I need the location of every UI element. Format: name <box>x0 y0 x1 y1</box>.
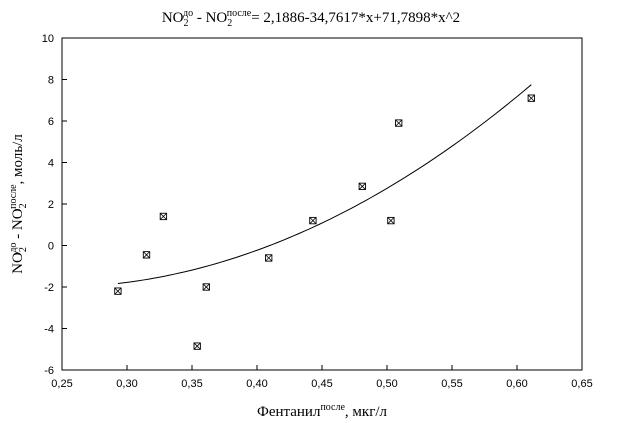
x-axis-label-text-part: Фентанил <box>257 404 321 420</box>
y-axis-label-text-part: после <box>8 184 19 209</box>
x-tick-label: 0,40 <box>246 378 267 390</box>
x-axis-label-text-part: , мкг/л <box>345 404 388 420</box>
data-point <box>387 216 395 225</box>
data-point <box>265 254 273 262</box>
y-tick-label: 8 <box>48 75 54 87</box>
y-axis-label-text-part: - NO <box>10 208 26 242</box>
data-point <box>202 283 210 291</box>
x-axis-label-text: Фентанилпосле, мкг/л <box>257 402 388 420</box>
x-tick-label: 0,45 <box>311 378 332 390</box>
chart-title-text-part: = 2,1886-34,7617*x+71,7898*x^2 <box>251 10 460 26</box>
x-axis: 0,25 0,30 0,35 0,40 0,45 0,50 0,55 0,60 0,65 <box>51 365 593 390</box>
y-tick-label: 4 <box>48 158 54 170</box>
data-point <box>142 251 151 259</box>
x-tick-label: 0,65 <box>571 378 592 390</box>
chart-title-text-part: 2 <box>183 18 188 29</box>
y-tick-label: 2 <box>48 199 54 211</box>
y-axis-label-text-part: 2 <box>18 247 29 252</box>
x-tick-label: 0,55 <box>441 378 462 390</box>
chart-title-text: NO2до - NO2после= 2,1886-34,7617*x+71,78… <box>162 8 460 29</box>
x-tick-label: 0,25 <box>51 378 72 390</box>
chart-title-text-part: 2 <box>227 18 232 29</box>
y-tick-label: 6 <box>48 116 54 128</box>
y-tick-label: 10 <box>42 33 54 45</box>
data-point <box>358 182 366 191</box>
y-axis-label-text-part: до <box>8 243 19 253</box>
x-tick-label: 0,60 <box>506 378 527 390</box>
chart-title-text-part: после <box>227 8 252 19</box>
data-point <box>159 212 168 221</box>
chart-title-text-part: NO <box>162 10 184 26</box>
chart-title-text-part: - NO <box>193 10 227 26</box>
regression-curve <box>117 84 532 285</box>
x-tick-label: 0,30 <box>116 378 137 390</box>
y-axis-label-text-part: , моль/л <box>10 134 26 185</box>
x-tick-label: 0,50 <box>376 378 397 390</box>
y-tick-label: -2 <box>44 282 54 294</box>
y-axis-label-text-part: NO <box>10 252 26 274</box>
y-axis-label-text-part: 2 <box>18 203 29 208</box>
data-point <box>395 119 403 127</box>
y-axis: -6 -4 -2 0 2 4 6 8 10 <box>42 33 67 377</box>
y-tick-label: 0 <box>48 241 54 253</box>
y-tick-label: -4 <box>44 324 54 336</box>
chart-title: NO2до - NO2после= 2,1886-34,7617*x+71,78… <box>162 8 460 29</box>
data-point <box>309 216 317 225</box>
x-axis-label: Фентанилпосле, мкг/л <box>257 402 388 420</box>
chart-title-text-part: до <box>183 8 193 19</box>
data-points <box>114 94 535 350</box>
y-axis-label: NO2до - NO2после, моль/л <box>8 134 29 274</box>
data-point <box>193 342 201 350</box>
x-tick-label: 0,35 <box>181 378 202 390</box>
y-axis-label-text: NO2до - NO2после, моль/л <box>8 134 29 274</box>
y-tick-label: -6 <box>44 365 54 377</box>
data-point <box>527 94 535 102</box>
x-axis-label-text-part: после <box>320 402 345 413</box>
plot-frame <box>61 37 583 371</box>
data-point <box>114 287 122 295</box>
